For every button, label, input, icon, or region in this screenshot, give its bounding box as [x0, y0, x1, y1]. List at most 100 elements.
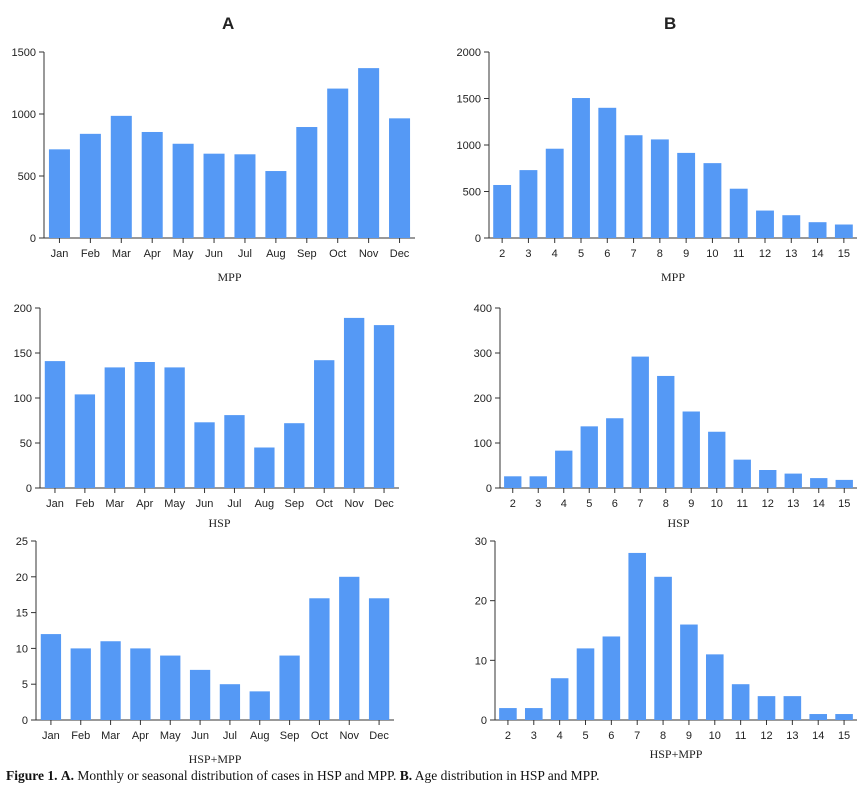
bar-b-both-3 [524, 708, 543, 720]
bar-b-mpp-11 [729, 188, 748, 238]
x-tick-label: Mar [101, 730, 120, 742]
bar-b-hsp-5 [580, 426, 598, 488]
x-tick-label: 13 [785, 248, 797, 260]
x-tick-label: 6 [604, 248, 610, 260]
x-tick-label: 15 [838, 248, 850, 260]
x-tick-label: 3 [531, 730, 537, 742]
x-tick-label: 11 [735, 730, 746, 742]
bar-b-hsp-6 [606, 418, 624, 488]
bar-b-mpp-14 [808, 222, 827, 238]
x-tick-label: Aug [250, 730, 270, 742]
bar-b-hsp-3 [529, 476, 547, 488]
bar-b-hsp-11 [733, 459, 751, 488]
bar-b-hsp-9 [682, 411, 700, 488]
bar-b-hsp-4 [555, 450, 573, 488]
x-tick-label: May [164, 498, 185, 510]
bar-b-mpp-10 [703, 163, 722, 238]
x-tick-label: 6 [612, 498, 618, 510]
y-tick-label: 200 [14, 303, 32, 315]
x-tick-label: Oct [329, 248, 346, 260]
bar-a-both-Feb [70, 648, 91, 720]
y-tick-label: 1000 [12, 109, 36, 121]
x-tick-label: 2 [510, 498, 516, 510]
x-tick-label: 5 [586, 498, 592, 510]
y-tick-label: 500 [18, 171, 36, 183]
x-tick-label: 14 [811, 248, 823, 260]
y-tick-label: 5 [22, 679, 28, 691]
bar-b-mpp-15 [834, 224, 853, 238]
y-tick-label: 20 [16, 572, 28, 584]
x-tick-label: 14 [813, 498, 825, 510]
bar-a-both-Oct [309, 598, 330, 720]
y-tick-label: 100 [14, 393, 32, 405]
x-axis-title: HSP [208, 516, 230, 530]
bar-b-hsp-15 [835, 479, 853, 488]
x-tick-label: 4 [552, 248, 558, 260]
x-tick-label: Sep [280, 730, 300, 742]
bar-a-both-Sep [279, 655, 300, 720]
x-tick-label: Oct [316, 498, 333, 510]
x-tick-label: Nov [359, 248, 379, 260]
x-tick-label: 9 [688, 498, 694, 510]
bar-a-mpp-Jun [203, 153, 225, 238]
bar-a-hsp-Dec [373, 325, 395, 488]
bar-a-hsp-Apr [134, 362, 155, 488]
x-tick-label: 14 [812, 730, 824, 742]
bar-a-mpp-Aug [265, 171, 287, 238]
bar-b-both-4 [550, 678, 569, 720]
caption-a-text: Monthly or seasonal distribution of case… [77, 768, 397, 783]
bar-a-mpp-Apr [141, 131, 163, 238]
bar-a-mpp-Jul [234, 154, 256, 238]
bar-a-mpp-Oct [327, 88, 349, 238]
y-tick-label: 30 [475, 536, 487, 548]
bar-a-hsp-Nov [343, 317, 365, 488]
bar-b-mpp-13 [782, 215, 801, 238]
y-tick-label: 10 [475, 655, 487, 667]
x-tick-label: 15 [838, 730, 850, 742]
x-tick-label: 7 [634, 730, 640, 742]
caption-prefix: Figure 1. [6, 768, 58, 783]
bar-b-hsp-13 [784, 473, 802, 488]
x-tick-label: Mar [112, 248, 131, 260]
x-tick-label: Jun [191, 730, 209, 742]
x-tick-label: Aug [255, 498, 275, 510]
bar-b-mpp-4 [545, 148, 564, 238]
x-tick-label: 5 [578, 248, 584, 260]
bar-b-both-6 [602, 636, 621, 720]
x-tick-label: 10 [711, 498, 723, 510]
bar-b-mpp-7 [624, 135, 643, 238]
bar-a-both-Apr [130, 648, 151, 720]
x-tick-label: Jan [51, 248, 69, 260]
bar-b-hsp-10 [708, 431, 726, 488]
bar-a-hsp-Aug [254, 447, 275, 488]
x-tick-label: Feb [75, 498, 94, 510]
bar-b-mpp-9 [677, 152, 696, 238]
bar-a-both-Jan [40, 634, 62, 720]
y-tick-label: 200 [474, 393, 492, 405]
y-tick-label: 1500 [457, 94, 481, 106]
x-tick-label: Dec [369, 730, 389, 742]
bar-b-both-9 [680, 624, 698, 720]
bar-a-hsp-Jul [224, 415, 245, 488]
bar-b-hsp-2 [504, 476, 522, 488]
y-tick-label: 150 [14, 348, 32, 360]
x-tick-label: Jul [227, 498, 241, 510]
x-tick-label: Sep [297, 248, 317, 260]
panel-label-b: B [664, 14, 677, 33]
x-tick-label: 11 [733, 248, 744, 260]
x-tick-label: Jan [42, 730, 60, 742]
y-tick-label: 50 [20, 438, 32, 450]
x-tick-label: Apr [144, 248, 161, 260]
x-tick-label: 13 [787, 498, 799, 510]
panel-label-a: A [222, 14, 235, 33]
bar-a-hsp-Mar [104, 367, 125, 488]
x-tick-label: Sep [285, 498, 305, 510]
bar-b-hsp-12 [759, 470, 777, 488]
x-tick-label: 12 [760, 730, 772, 742]
x-tick-label: 9 [683, 248, 689, 260]
y-tick-label: 0 [481, 715, 487, 727]
x-tick-label: Jun [196, 498, 214, 510]
chart-b-both: 0 10 20 30 2 3 4 5 6 7 8 9 10 11 12 13 14 15 HSP+MPP [475, 536, 857, 761]
x-tick-label: May [173, 248, 194, 260]
x-axis-title: HSP+MPP [650, 747, 703, 761]
